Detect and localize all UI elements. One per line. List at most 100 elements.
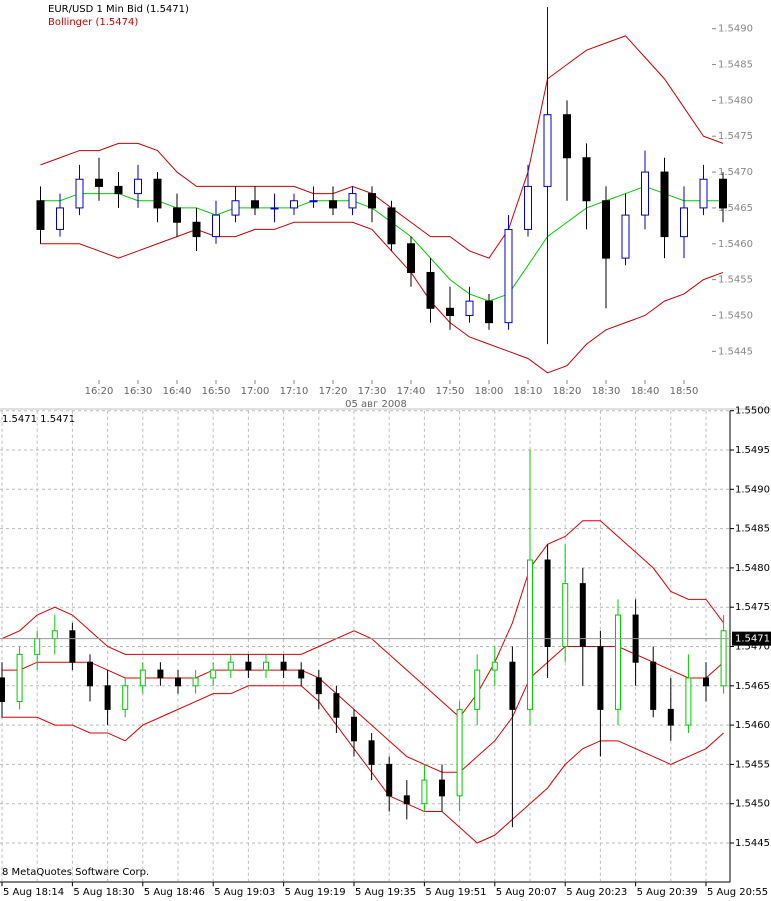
candle-body (315, 677, 322, 695)
candle-body (329, 200, 337, 209)
candle-body (212, 214, 220, 238)
candle-body (446, 307, 454, 316)
candle-body (703, 677, 709, 687)
candle-body (69, 630, 76, 663)
candle-body (270, 207, 279, 210)
y-tick-label: 1.5460 (718, 239, 753, 250)
x-tick-label: 18:20 (553, 386, 582, 397)
candle-body (544, 559, 551, 647)
candle-body (465, 300, 474, 316)
candle-body (504, 228, 513, 324)
x-tick-label: 5 Aug 18:14 (3, 887, 64, 898)
candle-body (387, 207, 396, 245)
pane-1: 1.54451.54501.54551.54601.54651.54701.54… (0, 406, 771, 898)
y-tick-label: 1.5485 (735, 524, 770, 535)
candle-body (403, 795, 410, 805)
y-tick-label: 1.5480 (735, 563, 770, 574)
candle-body (660, 171, 669, 238)
candle-body (685, 677, 692, 726)
candle-body (263, 661, 269, 671)
candle-body (173, 207, 181, 223)
y-tick-label: 1.5470 (735, 642, 770, 653)
x-tick-label: 17:10 (280, 386, 309, 397)
candle-body (139, 669, 146, 687)
candle-body (153, 178, 162, 209)
x-axis-label: 05 авг 2008 (345, 399, 407, 410)
x-tick-label: 5 Aug 18:30 (73, 887, 134, 898)
x-tick-label: 5 Aug 18:46 (144, 887, 205, 898)
y-tick-label: 1.5450 (718, 310, 753, 321)
x-tick-label: 18:50 (670, 386, 699, 397)
candle-body (157, 669, 164, 679)
candle-body (615, 614, 621, 710)
y-tick-label: 1.5485 (718, 60, 753, 71)
candle-body (562, 583, 569, 647)
candle-body (368, 740, 375, 765)
bollinger-lower (40, 221, 724, 374)
x-tick-label: 17:40 (397, 386, 426, 397)
x-tick-label: 17:00 (241, 386, 270, 397)
candle-body (527, 559, 533, 710)
candle-body (210, 669, 217, 679)
candle-body (386, 763, 393, 797)
candle-body (563, 114, 571, 159)
candle-body (524, 185, 532, 230)
candle-body (227, 661, 234, 671)
candle-body (16, 653, 23, 703)
y-tick-label: 1.5445 (718, 346, 753, 357)
candle-body (51, 630, 58, 640)
candle-body (122, 685, 129, 710)
candle-body (421, 779, 428, 805)
candle-body (87, 661, 93, 687)
candle-body (719, 178, 727, 209)
y-tick-label: 1.5465 (735, 681, 770, 692)
bollinger-lower (2, 685, 724, 844)
candle-body (351, 716, 357, 742)
candle-body (543, 114, 552, 187)
x-tick-label: 5 Aug 19:19 (285, 887, 346, 898)
candle-body (439, 779, 445, 797)
candle-body (134, 178, 142, 195)
candle-body (231, 200, 240, 216)
x-tick-label: 17:20 (319, 386, 348, 397)
y-tick-label: 1.5460 (735, 720, 770, 731)
pane-0: 1.5445 1.5450 1.5455 1.5460 1.5465 1.5470 1.54… (36, 7, 753, 397)
x-tick-label: 5 Aug 20:07 (496, 887, 557, 898)
last-price-label: 1.5471 (735, 634, 770, 645)
candle-body (720, 630, 727, 687)
candle-body (641, 171, 649, 216)
candle-body (192, 221, 201, 238)
candle-body (485, 300, 493, 324)
candle-body (491, 661, 498, 671)
y-tick-label: 1.5465 (718, 203, 753, 214)
candle-body (597, 646, 604, 710)
candle-body (104, 685, 111, 710)
candle-body (407, 243, 415, 273)
x-tick-label: 18:30 (592, 386, 621, 397)
candle-body (456, 708, 463, 797)
x-tick-label: 5 Aug 20:39 (637, 887, 698, 898)
y-tick-label: 1.5500 (735, 406, 770, 417)
y-tick-label: 1.5455 (735, 759, 770, 770)
candle-body (114, 185, 123, 195)
candle-body (175, 677, 181, 687)
candle-body (290, 200, 298, 209)
candle-body (602, 200, 610, 259)
bollinger-upper (40, 35, 724, 259)
x-tick-label: 18:10 (514, 386, 543, 397)
y-tick-label: 1.5450 (735, 799, 770, 810)
candle-body (75, 178, 84, 209)
y-tick-label: 1.5470 (718, 167, 753, 178)
x-tick-label: 5 Aug 19:51 (425, 887, 486, 898)
candle-body (0, 677, 5, 703)
price-info: 1.5471 1.5471 (2, 414, 75, 425)
candle-body (582, 157, 591, 202)
candle-body (95, 178, 103, 187)
y-tick-label: 1.5490 (718, 24, 753, 35)
candle-body (34, 638, 41, 655)
y-tick-label: 1.5495 (735, 445, 770, 456)
candle-body (509, 661, 516, 710)
y-tick-label: 1.5445 (735, 838, 770, 849)
legend-entry: Bollinger (1.5474) (48, 17, 138, 28)
x-tick-label: 17:50 (436, 386, 465, 397)
